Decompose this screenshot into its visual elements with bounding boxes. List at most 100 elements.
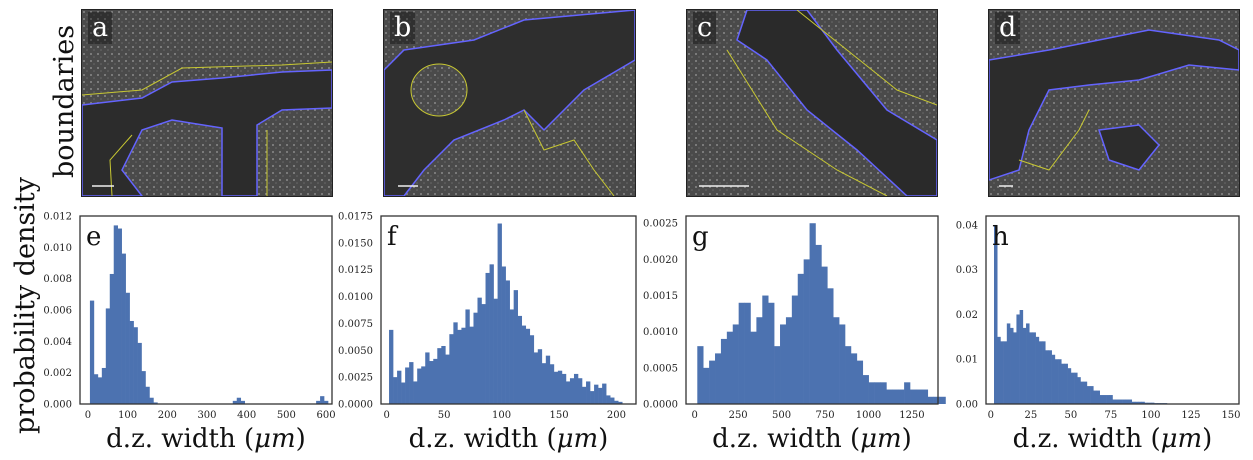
bar-f-39 xyxy=(545,355,551,404)
micrograph-b-image xyxy=(384,10,635,196)
bar-f-50 xyxy=(590,391,595,404)
panel-label-f: f xyxy=(387,222,399,252)
ytick-label-h-3: 0.03 xyxy=(956,265,978,276)
bar-h-7 xyxy=(1016,314,1020,404)
bar-f-15 xyxy=(449,334,454,404)
bar-f-19 xyxy=(465,309,470,404)
bar-f-11 xyxy=(433,358,438,404)
micrograph-c-label: c xyxy=(693,12,717,44)
bar-h-15 xyxy=(1042,341,1046,404)
bar-g-10 xyxy=(756,317,763,404)
bar-f-10 xyxy=(429,361,434,404)
bar-f-2 xyxy=(397,370,402,404)
bar-g-29 xyxy=(868,382,875,404)
ytick-label-f-7: 0.0175 xyxy=(338,212,373,223)
bar-e-6 xyxy=(113,225,119,404)
bar-g-12 xyxy=(768,302,775,404)
bar-h-44 xyxy=(1134,401,1139,404)
bar-h-23 xyxy=(1067,368,1072,404)
ytick-label-e-6: 0.012 xyxy=(43,212,72,223)
micrograph-d-label: d xyxy=(995,12,1021,44)
x-axis-label-e: d.z. width (μm) xyxy=(106,424,306,454)
bar-e-2 xyxy=(97,377,103,404)
x-axis-label-h: d.z. width (μm) xyxy=(1013,424,1213,454)
ytick-label-f-4: 0.0100 xyxy=(338,292,373,303)
bar-h-20 xyxy=(1058,359,1062,404)
bar-h-46 xyxy=(1141,401,1145,404)
bar-e-8 xyxy=(121,253,126,404)
bar-e-1 xyxy=(93,374,99,404)
bar-e-7 xyxy=(117,228,122,404)
bar-g-34 xyxy=(898,389,905,404)
bar-h-25 xyxy=(1074,372,1078,404)
ytick-label-h-4: 0.04 xyxy=(956,220,978,231)
bar-f-32 xyxy=(517,315,523,404)
ytick-label-f-2: 0.0050 xyxy=(338,346,373,357)
bar-g-11 xyxy=(762,295,769,404)
bar-h-47 xyxy=(1144,402,1149,404)
xtick-label-f-0: 0 xyxy=(384,410,390,421)
bar-f-33 xyxy=(521,325,527,404)
xtick-label-h-2: 50 xyxy=(1064,410,1077,421)
xtick-label-h-0: 0 xyxy=(988,410,994,421)
bar-g-32 xyxy=(886,389,893,404)
bar-h-19 xyxy=(1054,359,1059,404)
bar-f-46 xyxy=(573,373,579,404)
bar-f-57 xyxy=(618,401,623,404)
panel-label-h: h xyxy=(992,222,1009,252)
bar-f-18 xyxy=(461,327,466,404)
bar-g-0 xyxy=(697,346,704,404)
bar-f-24 xyxy=(485,272,490,404)
xtick-label-e-2: 200 xyxy=(158,410,177,421)
panel-label-e: e xyxy=(86,222,101,252)
bar-f-23 xyxy=(481,304,486,404)
ytick-label-g-3: 0.0015 xyxy=(643,291,678,302)
bar-e-14 xyxy=(145,386,150,404)
bar-g-8 xyxy=(744,302,751,404)
bar-g-16 xyxy=(791,295,799,404)
ytick-label-g-4: 0.0020 xyxy=(643,255,678,266)
bar-f-1 xyxy=(393,377,398,404)
xtick-label-g-2: 500 xyxy=(772,410,791,421)
bar-f-55 xyxy=(610,397,615,404)
bar-h-30 xyxy=(1090,386,1094,404)
bar-e-36 xyxy=(232,400,238,404)
bar-h-9 xyxy=(1022,327,1027,404)
bar-f-26 xyxy=(493,298,498,404)
bar-f-28 xyxy=(501,266,506,404)
bar-f-36 xyxy=(533,352,539,404)
bar-f-29 xyxy=(505,280,510,404)
bar-g-40 xyxy=(933,396,940,404)
xtick-label-h-6: 150 xyxy=(1221,410,1240,421)
micrograph-d-image xyxy=(989,10,1239,196)
ytick-label-g-5: 0.0025 xyxy=(643,219,678,230)
bar-g-41 xyxy=(939,396,946,404)
bar-f-16 xyxy=(453,322,458,404)
bar-h-12 xyxy=(1032,332,1036,404)
ytick-label-e-5: 0.010 xyxy=(43,243,72,254)
bar-f-52 xyxy=(598,387,603,404)
bar-h-10 xyxy=(1026,323,1030,404)
bar-g-19 xyxy=(809,223,816,404)
ytick-label-g-2: 0.0010 xyxy=(643,327,678,338)
ytick-label-h-2: 0.02 xyxy=(956,310,978,321)
bar-g-30 xyxy=(874,382,881,404)
bar-e-12 xyxy=(137,342,142,404)
bar-g-37 xyxy=(915,389,923,404)
bar-h-18 xyxy=(1051,354,1056,404)
micrograph-c-image xyxy=(687,10,937,196)
bar-h-28 xyxy=(1083,381,1088,404)
bar-h-43 xyxy=(1131,401,1136,404)
bar-e-57 xyxy=(316,400,321,404)
xtick-label-f-4: 200 xyxy=(607,410,626,421)
bar-h-21 xyxy=(1061,363,1065,404)
bar-g-23 xyxy=(833,317,840,404)
bar-h-37 xyxy=(1112,399,1117,404)
xtick-label-g-1: 250 xyxy=(729,410,748,421)
bar-f-40 xyxy=(549,364,555,404)
bar-f-54 xyxy=(606,395,611,404)
bar-g-38 xyxy=(921,389,929,404)
bar-f-21 xyxy=(473,312,478,404)
xtick-label-f-2: 100 xyxy=(492,410,511,421)
